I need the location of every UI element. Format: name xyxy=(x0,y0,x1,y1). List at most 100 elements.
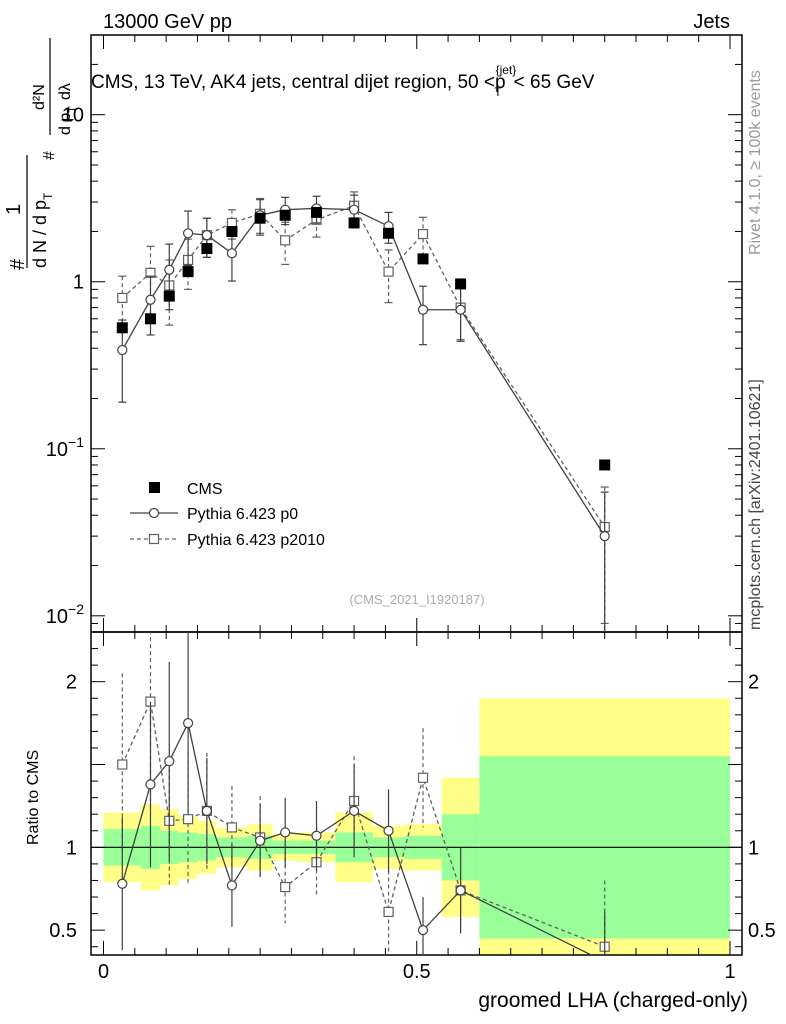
ratio-series xyxy=(117,632,610,966)
main-ytick-label-1: 10−1 xyxy=(46,434,84,461)
ylabel-dN-dpT-sub: T xyxy=(41,192,55,200)
ylabel-dN-dpT: d N / d pT xyxy=(30,192,55,268)
chart-title-prefix: CMS, 13 TeV, AK4 jets, central dijet reg… xyxy=(91,72,495,93)
axis-ticks xyxy=(91,34,742,955)
ratio-point-p0-3 xyxy=(182,718,194,729)
main-ytick-label-0: 10−2 xyxy=(46,601,84,628)
main-ytick-label-2: 1 xyxy=(73,272,84,294)
ratio-point-p0-6 xyxy=(255,835,266,846)
main-point-p0-4 xyxy=(201,230,212,241)
cms-point-0 xyxy=(116,322,128,334)
ratio-point-p0-13 xyxy=(600,957,609,966)
cms-point-3 xyxy=(182,266,194,278)
main-point-p0-0 xyxy=(117,344,128,356)
ratio-point-p0-2 xyxy=(164,756,175,767)
main-point-p0-3 xyxy=(182,228,194,239)
main-line-p2010 xyxy=(121,204,606,528)
main-point-p2010-10 xyxy=(383,266,394,277)
ratio-line-p0 xyxy=(121,721,593,955)
ratio-point-p2010-0 xyxy=(117,759,128,770)
ratio-ytick-label-left-0: 0.5 xyxy=(49,920,77,942)
ratio-point-p0-7 xyxy=(280,827,291,838)
cms-point-1 xyxy=(144,313,156,325)
main-point-p0-9 xyxy=(349,204,360,215)
header-category-label: Jets xyxy=(693,11,730,33)
main-point-p0-5 xyxy=(226,248,238,259)
main-point-p0-13 xyxy=(599,531,610,542)
rivet-version-label: Rivet 4.1.0, ≥ 100k events xyxy=(747,70,764,255)
ratio-point-p0-12 xyxy=(455,885,466,896)
main-series xyxy=(116,191,611,632)
ratio-ytick-label-right-1: 1 xyxy=(748,837,759,859)
ratio-point-p2010-3 xyxy=(182,814,194,825)
cms-point-6 xyxy=(254,212,266,224)
ratio-point-p0-5 xyxy=(226,880,238,891)
ratio-point-p0-4 xyxy=(201,805,212,816)
ratio-ytick-label-left-2: 2 xyxy=(66,672,77,694)
cms-point-8 xyxy=(311,206,323,218)
ratio-point-p0-1 xyxy=(145,779,156,790)
ratio-point-p2010-5 xyxy=(226,822,238,833)
main-ytick-exp: −1 xyxy=(68,434,84,450)
main-point-p2010-7 xyxy=(280,235,291,246)
chart-title-p: p xyxy=(495,72,506,93)
ratio-point-p0-11 xyxy=(417,925,429,936)
ratio-point-p0-10 xyxy=(383,825,394,836)
ylabel-d2N: d²N xyxy=(31,84,48,110)
main-point-p0-12 xyxy=(455,304,466,315)
main-series-group xyxy=(116,191,611,632)
cms-point-5 xyxy=(226,225,238,237)
ratio-point-p0-0 xyxy=(117,878,128,889)
legend-label-cms: CMS xyxy=(187,481,223,498)
ylabel-hash-1: # xyxy=(7,258,29,270)
legend-marker-cms xyxy=(149,482,160,493)
cms-point-12 xyxy=(455,278,467,290)
xtick-label-0: 0 xyxy=(98,961,109,983)
main-ytick-label-3: 10 xyxy=(62,105,84,127)
analysis-watermark: (CMS_2021_I1920187) xyxy=(349,592,484,607)
ylabel-dpT: d pTdλ xyxy=(57,83,79,135)
legend-marker-p0 xyxy=(148,507,160,519)
ratio-ytick-label-left-1: 1 xyxy=(66,837,77,859)
mcplots-source-label: mcplots.cern.ch [arXiv:2401.10621] xyxy=(747,379,764,630)
main-ylabel: # 1 d N / d pT # d²N d pTdλ xyxy=(3,38,79,270)
cms-point-10 xyxy=(383,227,395,239)
main-point-p0-2 xyxy=(164,264,175,275)
legend: CMS Pythia 6.423 p0 Pythia 6.423 p2010 xyxy=(130,481,325,549)
main-ytick-exp: −2 xyxy=(68,601,84,617)
cms-point-9 xyxy=(348,217,360,229)
ratio-point-p2010-7 xyxy=(280,881,291,893)
ylabel-dpT-text: d p xyxy=(57,113,74,135)
cms-point-13 xyxy=(599,459,611,471)
chart-title: CMS, 13 TeV, AK4 jets, central dijet reg… xyxy=(91,63,595,99)
main-point-p2010-11 xyxy=(417,228,429,240)
header-beam-label: 13000 GeV pp xyxy=(103,11,232,33)
xaxis-label: groomed LHA (charged-only) xyxy=(478,989,748,1012)
main-ytick-base: 1 xyxy=(73,272,84,294)
chart-title-sub: T xyxy=(494,85,502,99)
cms-point-11 xyxy=(417,253,429,265)
ylabel-hash-2: # xyxy=(41,151,58,160)
chart-title-sup: {jet} xyxy=(496,63,517,77)
main-ytick-base: 10 xyxy=(46,439,68,461)
ratio-point-p2010-10 xyxy=(383,906,394,918)
chart-title-suffix: < 65 GeV xyxy=(514,72,595,93)
legend-label-p0: Pythia 6.423 p0 xyxy=(187,506,298,523)
cms-point-7 xyxy=(279,209,291,221)
main-point-p2010-0 xyxy=(117,292,128,304)
ratio-ytick-label-right-2: 2 xyxy=(748,672,759,694)
main-point-p0-11 xyxy=(417,304,429,315)
xtick-label-2: 1 xyxy=(724,961,735,983)
main-point-p0-1 xyxy=(145,294,156,305)
ylabel-dN-dpT-text: d N / d p xyxy=(30,200,50,268)
main-ytick-base: 10 xyxy=(46,606,68,628)
ratio-ytick-label-right-0: 0.5 xyxy=(748,920,776,942)
cms-point-2 xyxy=(163,290,175,302)
xtick-label-1: 0.5 xyxy=(403,961,431,983)
ylabel-dlambda: dλ xyxy=(57,83,74,100)
ratio-point-p2010-11 xyxy=(417,772,429,783)
ratio-series-group xyxy=(117,632,610,966)
cms-point-4 xyxy=(201,243,213,255)
